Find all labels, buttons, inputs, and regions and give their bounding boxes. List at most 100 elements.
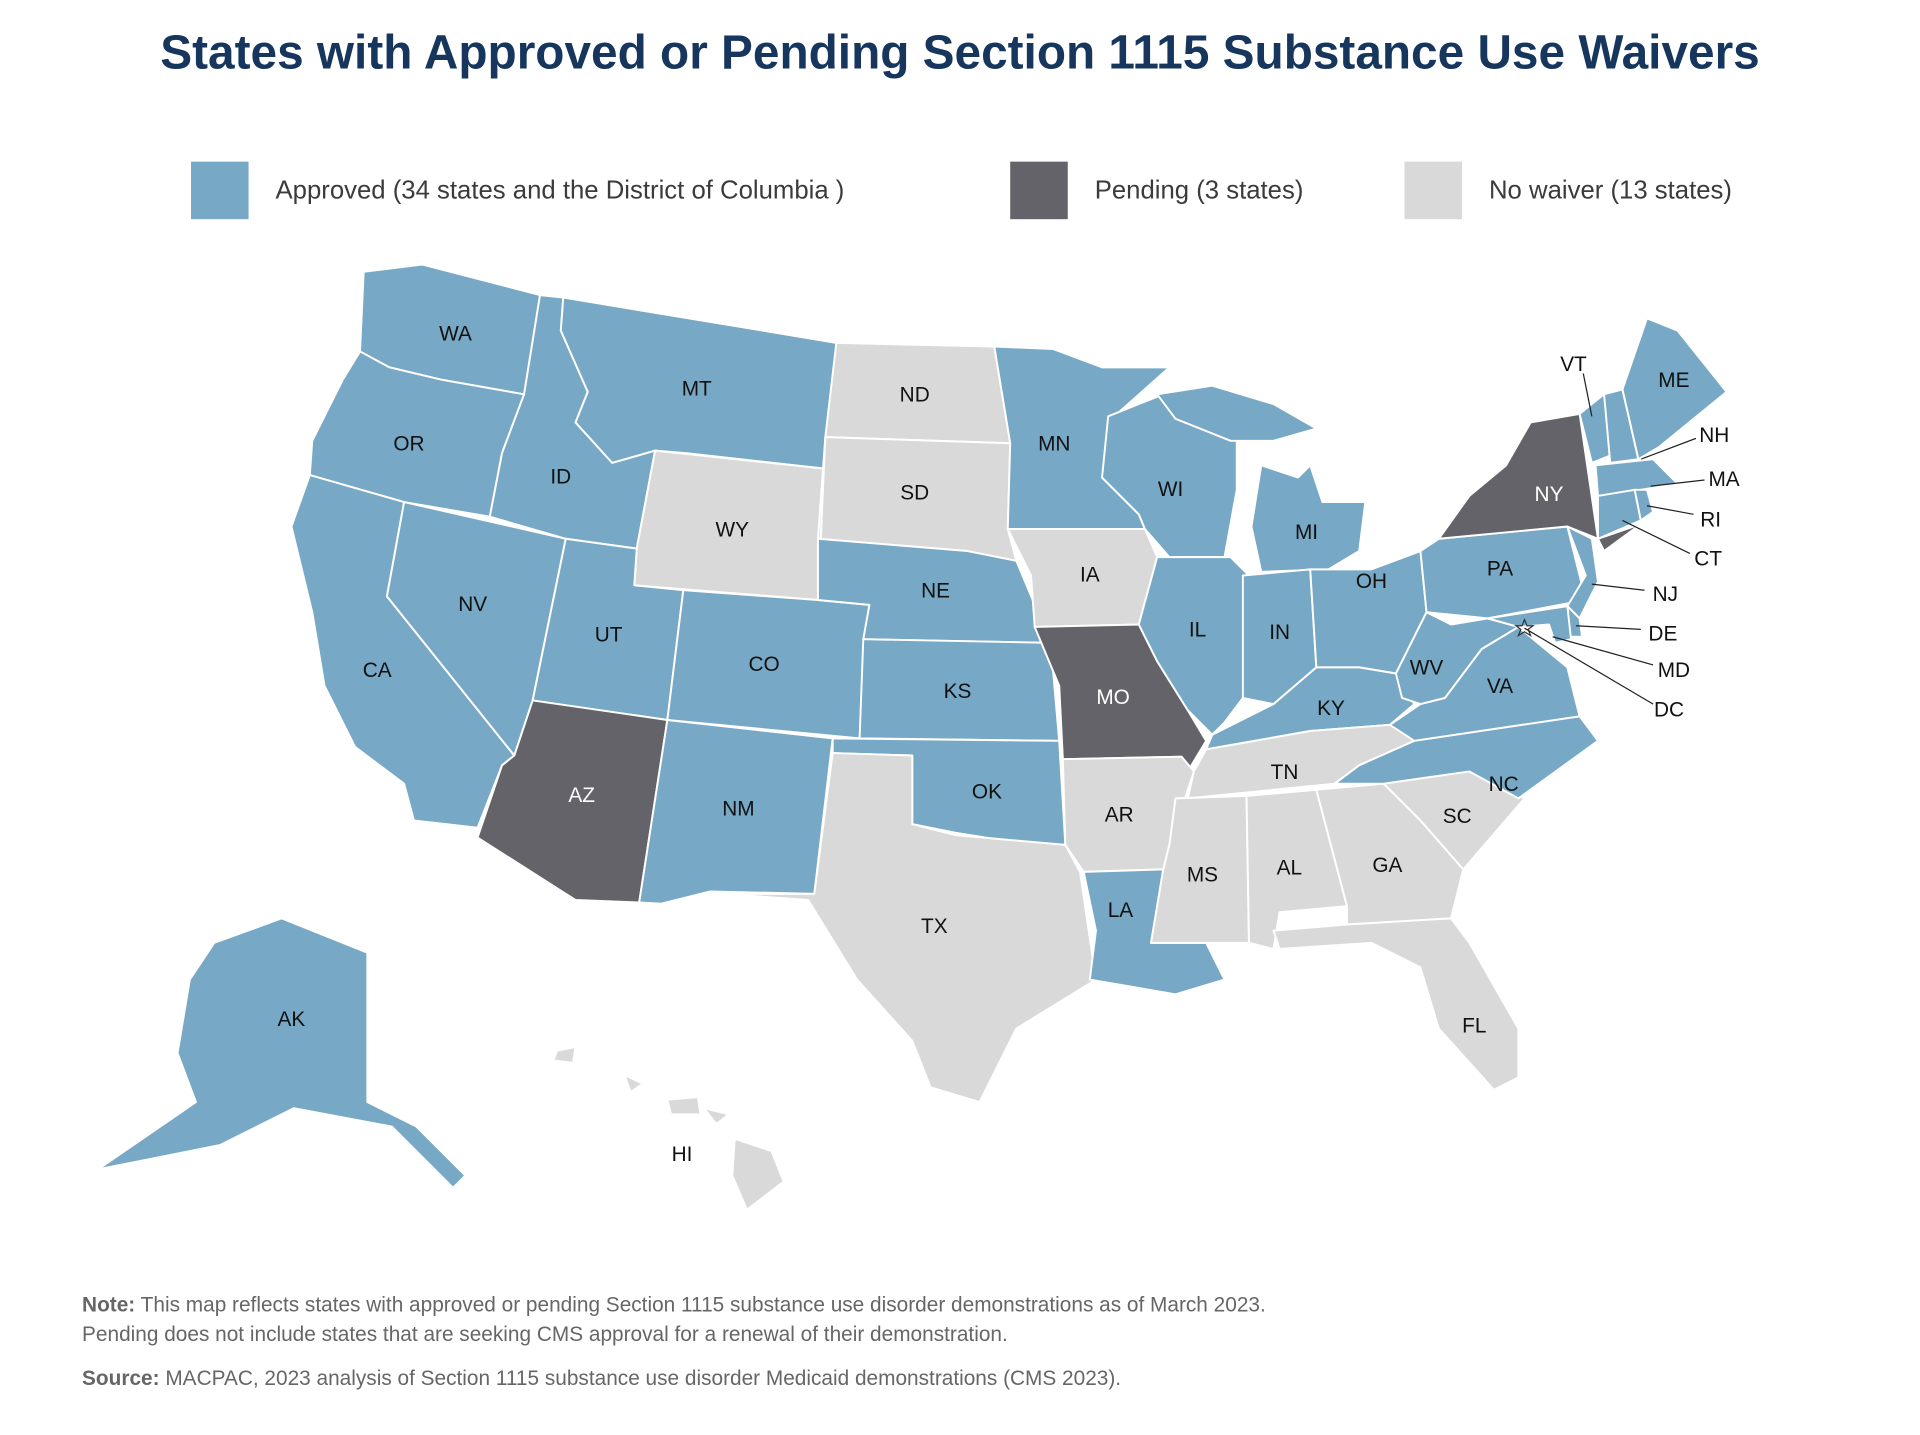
state-me: ME	[1621, 317, 1728, 461]
state-mt: MT	[559, 296, 838, 470]
state-wv: WV	[1394, 611, 1520, 706]
state-label: NY	[1535, 483, 1564, 506]
state-shape	[552, 1045, 577, 1064]
state-shape	[1272, 917, 1520, 1091]
state-label: NJ	[1653, 583, 1678, 606]
state-label: NE	[921, 580, 950, 603]
legend-item-pending: Pending (3 states)	[1010, 161, 1303, 220]
state-shape	[666, 1096, 702, 1116]
state-ri: RI	[1633, 488, 1721, 532]
state-label: AZ	[568, 784, 595, 807]
state-label: TX	[921, 915, 948, 938]
state-label: MD	[1658, 659, 1690, 682]
state-nj: NJ	[1566, 525, 1678, 620]
state-label: IL	[1189, 619, 1206, 642]
legend-item-approved: Approved (34 states and the District of …	[191, 161, 845, 220]
state-label: IA	[1080, 564, 1100, 587]
state-nm: NM	[638, 719, 834, 905]
state-label: HI	[672, 1143, 693, 1166]
legend-swatch-approved	[191, 161, 249, 220]
state-label: SC	[1443, 805, 1472, 828]
state-label: IN	[1269, 621, 1290, 644]
leader-line	[1650, 479, 1705, 487]
source: Source: MACPAC, 2023 analysis of Section…	[82, 1364, 1121, 1393]
state-wy: WY	[633, 449, 829, 601]
state-label: ND	[900, 384, 930, 407]
state-shape	[1633, 488, 1655, 522]
state-label: CA	[363, 659, 392, 682]
legend-swatch-no-waiver	[1404, 161, 1463, 220]
state-ma: MA	[1594, 458, 1740, 497]
state-label: RI	[1700, 509, 1721, 532]
state-label: WA	[439, 322, 472, 345]
legend-swatch-pending	[1010, 161, 1068, 220]
leader-line	[1582, 373, 1593, 417]
state-ar: AR	[1061, 755, 1195, 873]
state-label: NM	[722, 798, 754, 821]
state-label: FL	[1462, 1014, 1486, 1037]
state-shape	[1621, 317, 1728, 461]
legend-label-approved: Approved (34 states and the District of …	[275, 175, 845, 204]
note-line-2: Pending does not include states that are…	[82, 1322, 1008, 1346]
state-label: SD	[900, 482, 929, 505]
state-dc: DC	[1514, 617, 1684, 721]
state-label: NV	[458, 593, 487, 616]
state-label: WI	[1158, 478, 1183, 501]
state-label: GA	[1372, 854, 1402, 877]
state-shape	[721, 752, 1097, 1104]
state-label: KY	[1317, 697, 1345, 720]
state-ak: AK	[96, 917, 467, 1189]
state-label: NC	[1489, 773, 1519, 796]
state-label: MS	[1187, 864, 1218, 887]
note-line-1: This map reflects states with approved o…	[140, 1293, 1266, 1317]
source-label: Source:	[82, 1366, 160, 1390]
state-nc: NC	[1333, 715, 1599, 800]
state-de: DE	[1566, 605, 1677, 645]
state-label: AL	[1277, 856, 1302, 879]
state-shape	[1250, 464, 1367, 573]
state-label: DC	[1654, 698, 1684, 721]
state-la: LA	[1082, 868, 1226, 996]
state-label: WV	[1410, 657, 1444, 680]
state-shape	[1437, 412, 1599, 540]
state-label: OR	[393, 433, 424, 456]
state-label: LA	[1108, 899, 1134, 922]
state-label: MA	[1708, 468, 1739, 491]
dc-star-icon	[1514, 617, 1535, 637]
state-mi: MI	[1156, 384, 1367, 573]
note-label: Note:	[82, 1293, 136, 1317]
state-shape	[96, 917, 467, 1189]
state-pa: PA	[1419, 525, 1587, 620]
state-nd: ND	[824, 341, 1012, 445]
state-shape	[1596, 523, 1642, 553]
state-label: TN	[1271, 761, 1299, 784]
leader-line	[1575, 625, 1641, 631]
state-label: CT	[1694, 548, 1722, 571]
state-shape	[703, 1107, 730, 1126]
state-label: OH	[1356, 570, 1387, 593]
state-label: UT	[595, 624, 623, 647]
state-label: OK	[972, 780, 1002, 803]
state-label: MO	[1096, 686, 1130, 709]
page-title: States with Approved or Pending Section …	[160, 26, 1760, 80]
state-label: NH	[1699, 424, 1729, 447]
state-label: ID	[550, 466, 571, 489]
leader-line	[1552, 636, 1654, 666]
state-shape	[1394, 611, 1520, 706]
state-co: CO	[666, 589, 871, 740]
state-shape	[731, 1137, 785, 1211]
state-label: MI	[1295, 521, 1318, 544]
state-tx: TX	[721, 752, 1097, 1104]
state-label: MN	[1038, 433, 1070, 456]
leader-line	[1646, 505, 1694, 515]
leader-line	[1640, 437, 1697, 460]
state-ks: KS	[858, 638, 1061, 742]
leader-line	[1524, 627, 1654, 705]
legend-item-no-waiver: No waiver (13 states)	[1404, 161, 1732, 220]
state-shape	[1156, 384, 1318, 442]
source-text: MACPAC, 2023 analysis of Section 1115 su…	[165, 1366, 1122, 1390]
state-label: AR	[1105, 804, 1134, 827]
state-label: AK	[278, 1008, 306, 1031]
